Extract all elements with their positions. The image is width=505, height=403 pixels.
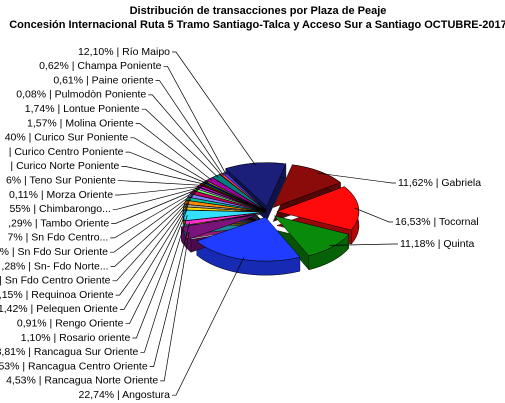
slice-label: 0,11% | Morza Oriente <box>9 189 113 201</box>
leader-line <box>117 180 204 186</box>
chart-title: Distribución de transacciones por Plaza … <box>130 5 387 17</box>
slice-label: 1,10% | Rosario oriente <box>21 332 131 344</box>
leader-line <box>112 186 202 210</box>
slice-label: 55% | Chimbarongo... <box>9 203 110 215</box>
slice-label: 12,10% | Río Maipo <box>78 46 170 58</box>
leader-line <box>110 188 200 239</box>
leader-line <box>172 257 245 396</box>
slice <box>184 212 266 226</box>
leader-line <box>125 205 189 325</box>
leader-line <box>115 185 203 196</box>
slice-label: 11,18% | Quinta <box>400 238 474 250</box>
slice-label: 0,62% | Champa Poniente <box>39 60 162 72</box>
slice-label: 4,53% | Rancagua Norte Oriente <box>6 375 158 387</box>
leader-line <box>148 94 223 177</box>
slice-label: ,28% | Sn- Fdo Norte... <box>1 260 108 272</box>
leader-line <box>121 166 206 185</box>
leader-line <box>141 108 219 178</box>
leader-line <box>329 243 398 246</box>
slice <box>225 162 287 208</box>
leader-line <box>132 208 188 339</box>
leader-line <box>125 151 208 184</box>
leader-line <box>119 202 190 310</box>
leader-line <box>155 80 224 176</box>
leader-line <box>115 199 191 296</box>
slice-label: 3,81% | Rancagua Sur Oriente <box>0 346 139 358</box>
leader-line <box>354 207 393 223</box>
slice-label: 0,91% | Rengo Oriente <box>17 317 124 329</box>
slice-label: 1,15% | Requinoa Oriente <box>0 289 114 301</box>
leader-line <box>111 187 201 224</box>
slice-label: 1,57% | Molina Oriente <box>27 117 134 129</box>
slice-label: | Curico Centro Poniente <box>9 146 124 158</box>
slice-label: 11,62% | Gabriela <box>398 177 481 189</box>
slice <box>273 215 350 257</box>
slice-label: 16,53% | Tocornal <box>395 216 479 228</box>
slice-label: 7% | Sn Fdo Centro... <box>8 232 109 244</box>
leader-line <box>317 172 396 184</box>
leader-line <box>140 215 188 353</box>
slice <box>276 186 360 231</box>
slice <box>222 172 267 211</box>
slice-label: % | Sn Fdo Sur Oriente <box>0 246 108 258</box>
leader-line <box>163 65 227 175</box>
slice-label: 1,74% | Lontue Poniente <box>25 103 140 115</box>
leader-line <box>112 195 193 282</box>
leader-line <box>149 222 190 367</box>
leader-line <box>172 51 256 166</box>
leader-line <box>130 137 209 183</box>
slice-label: 22,74% | Angostura <box>79 389 171 401</box>
slice-label: 1,42% | Pelequen Oriente <box>0 303 118 315</box>
leader-line <box>110 192 196 267</box>
chart-subtitle: Concesión Internacional Ruta 5 Tramo San… <box>9 19 505 31</box>
slice-label: | Sn Fdo Centro Oriente <box>0 275 111 287</box>
leader-line <box>110 190 198 253</box>
slice <box>272 164 342 208</box>
slice-label: 1,53% | Rancagua Centro Oriente <box>0 360 148 372</box>
slice-label: 6% | Teno Sur Poniente <box>6 174 116 186</box>
slice-label: | Curico Norte Poniente <box>10 160 119 172</box>
slice-label: 0,61% | Paine oriente <box>53 74 153 86</box>
leader-line <box>160 231 190 382</box>
slice-label: 40% | Curico Sur Poniente <box>5 132 129 144</box>
slice-label: 0,08% | Pulmodòn Poniente <box>16 89 146 101</box>
slice-label: ,29% | Tambo Oriente <box>8 217 109 229</box>
slice <box>180 214 260 239</box>
leader-line <box>135 123 213 181</box>
